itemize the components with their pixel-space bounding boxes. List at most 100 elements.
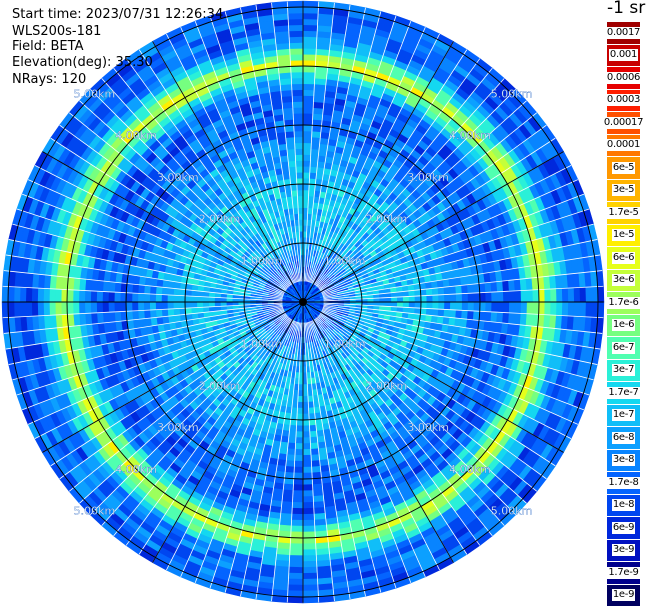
range-gate-bin xyxy=(282,489,294,497)
range-gate-bin xyxy=(502,312,510,324)
range-gate-bin xyxy=(302,454,312,462)
range-gate-bin xyxy=(420,295,428,303)
range-gate-bin xyxy=(302,0,320,8)
range-gate-bin xyxy=(544,288,552,303)
range-gate-bin xyxy=(313,501,325,509)
range-gate-bin xyxy=(431,308,439,317)
range-gate-bin xyxy=(302,183,310,191)
range-gate-bin xyxy=(102,280,110,293)
range-gate-bin xyxy=(297,395,304,403)
range-gate-bin xyxy=(295,431,304,439)
range-gate-bin xyxy=(302,171,311,179)
range-gate-bin xyxy=(309,172,317,180)
range-gate-bin xyxy=(310,142,321,150)
range-gate-bin xyxy=(178,307,186,316)
range-gate-bin xyxy=(302,466,313,474)
range-gate-bin xyxy=(391,296,398,303)
range-gate-bin xyxy=(302,566,318,574)
range-gate-bin xyxy=(491,291,499,303)
range-gate-bin xyxy=(161,286,169,296)
range-gate-bin xyxy=(491,301,499,313)
range-gate-bin xyxy=(289,419,298,427)
range-gate-bin xyxy=(302,30,318,38)
range-gate-bin xyxy=(287,578,304,586)
range-gate-bin xyxy=(286,596,304,604)
range-gate-bin xyxy=(402,301,410,308)
range-gate-bin xyxy=(302,118,313,126)
range-gate-bin xyxy=(293,472,304,480)
range-gate-bin xyxy=(312,489,324,497)
range-gate-bin xyxy=(302,165,311,173)
range-gate-bin xyxy=(302,596,320,604)
range-gate-bin xyxy=(102,291,109,303)
range-gate-bin xyxy=(310,460,321,468)
range-gate-bin xyxy=(312,483,324,491)
range-gate-bin xyxy=(291,513,304,521)
range-gate-bin xyxy=(302,448,312,456)
range-gate-bin xyxy=(96,290,104,303)
range-gate-bin xyxy=(184,307,192,315)
range-gate-bin xyxy=(149,301,157,311)
range-gate-bin xyxy=(302,142,312,150)
range-gate-bin xyxy=(196,301,204,308)
range-gate-bin xyxy=(184,301,192,309)
range-gate-bin xyxy=(102,301,109,313)
range-gate-bin xyxy=(302,148,312,156)
range-gate-bin xyxy=(309,160,319,168)
range-gate-bin xyxy=(294,454,304,462)
range-gate-bin xyxy=(385,297,392,303)
range-gate-bin xyxy=(13,286,21,303)
range-gate-bin xyxy=(396,301,404,308)
range-gate-bin xyxy=(479,301,487,312)
range-gate-bin xyxy=(520,289,528,303)
range-gate-bin xyxy=(155,301,162,311)
range-gate-bin xyxy=(119,292,127,303)
range-gate-bin xyxy=(155,293,162,303)
range-gate-bin xyxy=(37,301,45,317)
range-gate-bin xyxy=(302,65,316,73)
range-gate-bin xyxy=(302,507,315,515)
range-gate-bin xyxy=(579,301,587,318)
range-gate-bin xyxy=(286,448,296,456)
range-gate-bin xyxy=(302,590,319,598)
range-gate-bin xyxy=(484,311,492,323)
range-gate-bin xyxy=(292,496,304,503)
range-gate-bin xyxy=(167,308,175,317)
range-gate-bin xyxy=(291,507,304,515)
range-gate-bin xyxy=(449,301,457,311)
range-gate-bin xyxy=(149,285,157,295)
range-gate-bin xyxy=(220,301,227,307)
range-gate-bin xyxy=(302,555,317,562)
range-gate-bin xyxy=(114,311,122,323)
range-gate-bin xyxy=(298,384,304,391)
range-gate-bin xyxy=(597,301,605,319)
range-gate-bin xyxy=(302,419,310,427)
range-gate-bin xyxy=(166,294,174,303)
range-gate-bin xyxy=(379,301,386,307)
range-gate-bin xyxy=(25,287,33,303)
range-gate-bin xyxy=(497,291,504,303)
range-gate-bin xyxy=(294,443,304,450)
range-gate-bin xyxy=(184,289,192,297)
range-gate-bin xyxy=(288,430,297,438)
range-gate-bin xyxy=(538,288,546,303)
range-gate-bin xyxy=(310,454,321,462)
range-gate-bin xyxy=(308,183,316,191)
range-gate-bin xyxy=(302,77,316,85)
range-gate-bin xyxy=(308,407,316,415)
range-gate-bin xyxy=(208,296,215,303)
range-gate-bin xyxy=(309,436,319,444)
range-gate-bin xyxy=(308,413,316,421)
range-gate-bin xyxy=(437,308,445,318)
range-gate-bin xyxy=(508,301,516,314)
range-gate-bin xyxy=(19,301,27,318)
range-gate-bin xyxy=(473,292,481,303)
range-gate-bin xyxy=(37,287,45,303)
range-gate-bin xyxy=(497,301,504,313)
range-gate-bin xyxy=(302,413,310,421)
range-gate-bin xyxy=(184,295,192,303)
range-gate-bin xyxy=(312,101,325,109)
range-gate-bin xyxy=(293,478,304,486)
range-gate-bin xyxy=(302,189,310,197)
